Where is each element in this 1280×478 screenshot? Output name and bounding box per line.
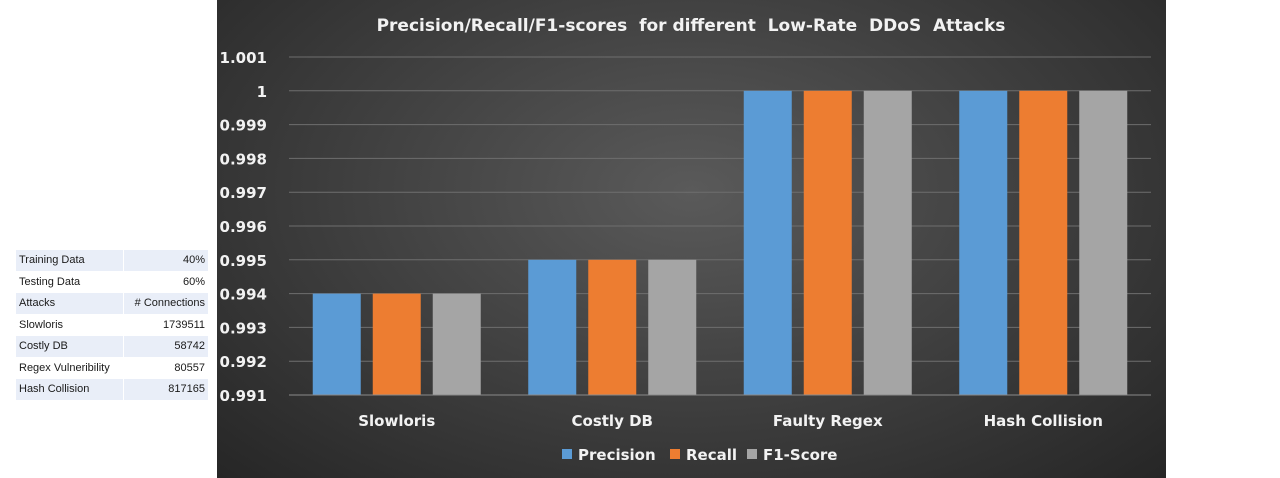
row-label: Slowloris bbox=[16, 314, 124, 336]
y-tick-label: 0.993 bbox=[220, 319, 267, 337]
y-tick-label: 0.991 bbox=[220, 387, 267, 405]
table-row: Costly DB 58742 bbox=[16, 335, 208, 358]
bar-precision-hash-collision bbox=[959, 90, 1008, 396]
legend-label-recall: Recall bbox=[686, 446, 737, 464]
table-row: Testing Data 60% bbox=[16, 271, 208, 293]
row-label: Training Data bbox=[16, 250, 124, 272]
row-label: Regex Vulneribility bbox=[16, 357, 124, 379]
legend-label-f1-score: F1-Score bbox=[763, 446, 837, 464]
y-tick-label: 0.994 bbox=[220, 286, 267, 304]
row-label: Testing Data bbox=[16, 271, 124, 293]
table-row: Attacks # Connections bbox=[16, 292, 208, 315]
legend-swatch-recall bbox=[670, 449, 680, 459]
bar-precision-faulty-regex bbox=[743, 90, 792, 396]
row-value: 40% bbox=[122, 250, 208, 272]
bar-precision-costly-db bbox=[528, 259, 577, 395]
row-value: 817165 bbox=[122, 378, 208, 401]
bar-f1-score-slowloris bbox=[432, 293, 481, 395]
chart-title: Precision/Recall/F1-scores for different… bbox=[377, 16, 1006, 36]
row-label: Hash Collision bbox=[16, 378, 124, 401]
bar-recall-costly-db bbox=[588, 259, 637, 395]
bar-f1-score-costly-db bbox=[648, 259, 697, 395]
row-value: 80557 bbox=[122, 357, 208, 379]
legend-label-precision: Precision bbox=[578, 446, 656, 464]
bar-f1-score-hash-collision bbox=[1079, 90, 1128, 396]
table-row: Hash Collision 817165 bbox=[16, 378, 208, 401]
table-row: Slowloris 1739511 bbox=[16, 314, 208, 336]
y-tick-label: 0.999 bbox=[220, 117, 267, 135]
bar-recall-faulty-regex bbox=[803, 90, 852, 396]
y-tick-label: 0.998 bbox=[220, 150, 267, 168]
y-tick-label: 0.992 bbox=[220, 353, 267, 371]
legend-swatch-precision bbox=[562, 449, 572, 459]
y-tick-label: 1.001 bbox=[220, 49, 267, 67]
x-tick-label: Faulty Regex bbox=[773, 412, 883, 430]
legend-swatch-f1-score bbox=[747, 449, 757, 459]
y-tick-label: 0.995 bbox=[220, 252, 267, 270]
table-row: Training Data 40% bbox=[16, 250, 208, 272]
info-table: Training Data 40% Testing Data 60% Attacks # … bbox=[16, 250, 208, 401]
y-tick-label: 0.996 bbox=[220, 218, 267, 236]
chart-panel: Precision/Recall/F1-scores for different… bbox=[217, 0, 1166, 478]
y-tick-label: 1 bbox=[257, 83, 267, 101]
bar-recall-slowloris bbox=[372, 293, 421, 395]
y-tick-label: 0.997 bbox=[220, 184, 267, 202]
row-label: Costly DB bbox=[16, 335, 124, 358]
x-tick-label: Hash Collision bbox=[984, 412, 1103, 430]
bar-f1-score-faulty-regex bbox=[863, 90, 912, 396]
table-row: Regex Vulneribility 80557 bbox=[16, 357, 208, 379]
row-label: Attacks bbox=[16, 292, 124, 315]
row-value: 60% bbox=[122, 271, 208, 293]
x-tick-label: Costly DB bbox=[572, 412, 653, 430]
row-value: 1739511 bbox=[122, 314, 208, 336]
chart: Precision/Recall/F1-scores for different… bbox=[220, 16, 1151, 464]
x-tick-label: Slowloris bbox=[358, 412, 435, 430]
row-value: 58742 bbox=[122, 335, 208, 358]
bar-precision-slowloris bbox=[312, 293, 361, 395]
row-value: # Connections bbox=[122, 292, 208, 315]
bar-recall-hash-collision bbox=[1019, 90, 1068, 396]
